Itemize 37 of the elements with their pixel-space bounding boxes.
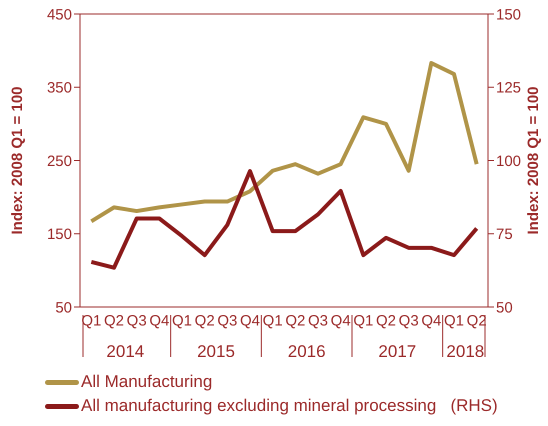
x-tick-label: Q1 — [444, 312, 464, 330]
x-tick-label: Q1 — [353, 312, 374, 330]
x-tick-label: Q2 — [376, 312, 396, 330]
x-tick-label: Q1 — [172, 312, 192, 330]
y-axis-title: Index: 2008 Q1 = 100 — [9, 86, 26, 235]
y2-tick-label: 100 — [496, 152, 522, 170]
x-tick-label: Q4 — [330, 312, 351, 330]
text: 2014 — [106, 342, 144, 361]
line-series — [89, 169, 479, 270]
y-tick-label: 450 — [46, 6, 72, 24]
legend-label: All Manufacturing — [81, 372, 212, 392]
line-series — [89, 61, 479, 224]
x-tick-label: Q2 — [104, 312, 124, 330]
x-tick-label: Q4 — [421, 312, 442, 330]
x-tick-label: Q3 — [126, 312, 147, 330]
x-tick-label: Q4 — [240, 312, 260, 330]
x-tick-label: Q1 — [262, 312, 283, 330]
y2-axis-title: Index: 2008 Q1 = 100 — [525, 86, 542, 235]
y2-tick-label: 50 — [496, 299, 513, 316]
x-tick-label: Q2 — [285, 312, 306, 330]
text: 2017 — [378, 342, 416, 361]
text: 2015 — [197, 342, 235, 361]
y2-tick-label: 75 — [496, 226, 513, 244]
legend-label: All manufacturing excluding mineral processing (RHS) — [81, 396, 498, 416]
text: 2016 — [288, 342, 326, 361]
y-tick-label: 350 — [46, 80, 72, 97]
y-tick-label: 150 — [46, 226, 72, 244]
text: 2018 — [446, 342, 484, 361]
x-tick-label: Q2 — [194, 312, 215, 330]
y2-tick-label: 150 — [496, 6, 522, 24]
x-tick-label: Q3 — [308, 312, 328, 330]
y2-tick-label: 125 — [496, 80, 522, 97]
x-tick-label: Q3 — [217, 312, 238, 330]
y-tick-label: 50 — [55, 299, 72, 316]
y-tick-label: 250 — [46, 152, 72, 170]
x-tick-label: Q3 — [398, 312, 419, 330]
x-tick-label: Q4 — [149, 312, 170, 330]
